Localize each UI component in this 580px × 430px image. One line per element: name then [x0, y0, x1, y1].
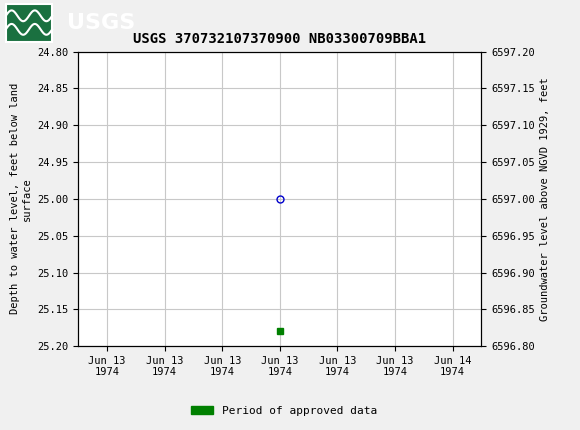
- FancyBboxPatch shape: [6, 3, 52, 42]
- Y-axis label: Depth to water level, feet below land
surface: Depth to water level, feet below land su…: [10, 83, 32, 314]
- Legend: Period of approved data: Period of approved data: [187, 401, 382, 420]
- Y-axis label: Groundwater level above NGVD 1929, feet: Groundwater level above NGVD 1929, feet: [541, 77, 550, 321]
- Text: USGS: USGS: [67, 12, 135, 33]
- Title: USGS 370732107370900 NB03300709BBA1: USGS 370732107370900 NB03300709BBA1: [133, 32, 426, 46]
